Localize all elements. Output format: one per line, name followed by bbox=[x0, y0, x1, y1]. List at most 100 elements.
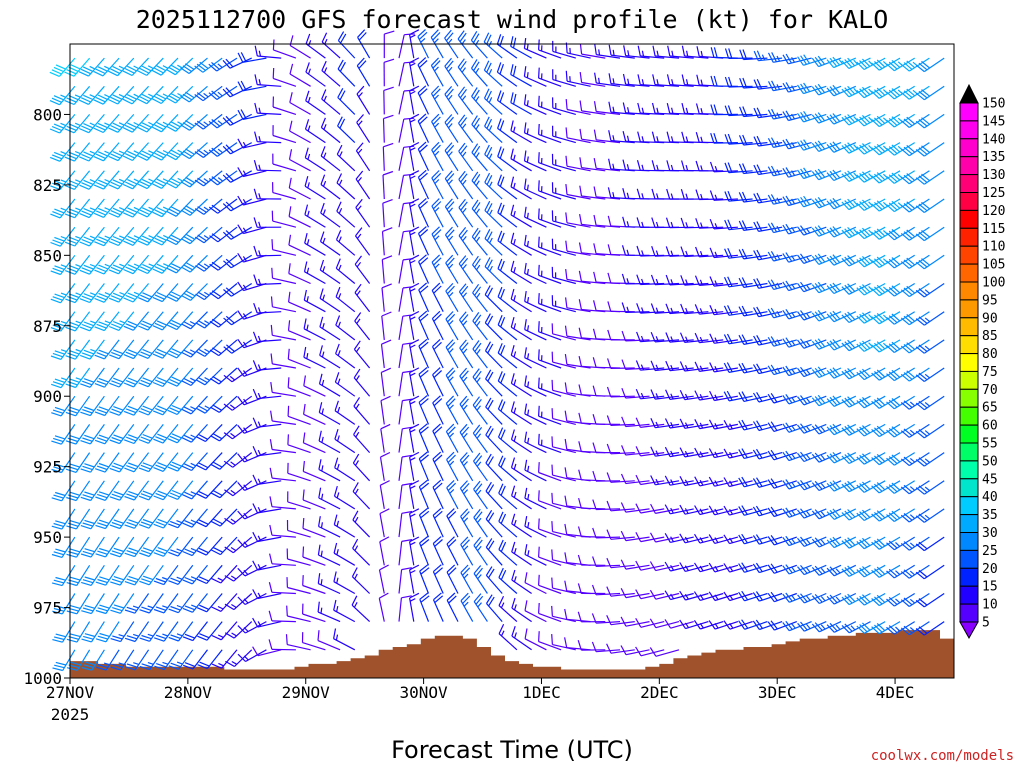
wind-barb bbox=[79, 142, 105, 162]
wind-barb bbox=[252, 560, 282, 571]
wind-barb bbox=[254, 131, 282, 144]
wind-barb bbox=[109, 339, 135, 360]
wind-barb bbox=[65, 311, 91, 332]
wind-barb bbox=[915, 452, 945, 467]
wind-barb bbox=[445, 423, 459, 453]
wind-barb bbox=[194, 85, 223, 102]
wind-barb bbox=[337, 88, 356, 115]
wind-barb bbox=[578, 355, 606, 369]
wind-barb bbox=[680, 246, 709, 258]
wind-barb bbox=[664, 533, 694, 543]
wind-barb bbox=[398, 89, 415, 115]
wind-barb bbox=[841, 226, 871, 239]
wind-barb bbox=[182, 508, 208, 528]
wind-barb bbox=[430, 29, 444, 59]
wind-barb bbox=[237, 423, 267, 434]
wind-barb bbox=[900, 564, 930, 579]
wind-barb bbox=[288, 291, 311, 313]
wind-barb bbox=[694, 390, 724, 401]
wind-barb bbox=[723, 276, 753, 288]
wind-barb bbox=[667, 45, 694, 59]
wind-barb bbox=[915, 367, 945, 382]
wind-barb bbox=[123, 198, 150, 218]
wind-barb bbox=[498, 483, 518, 510]
wind-barb bbox=[871, 395, 901, 409]
wind-barb bbox=[564, 580, 591, 595]
colorbar-tick-label: 145 bbox=[982, 114, 1005, 129]
wind-barb bbox=[551, 182, 576, 200]
wind-barb bbox=[623, 45, 650, 59]
colorbar-tick-label: 130 bbox=[982, 168, 1005, 183]
y-tick-label: 950 bbox=[33, 528, 62, 547]
wind-barb bbox=[305, 33, 326, 59]
wind-barb bbox=[303, 375, 326, 397]
wind-barb bbox=[52, 649, 76, 672]
wind-barb bbox=[579, 100, 606, 115]
wind-barb bbox=[64, 226, 91, 247]
terrain-layer bbox=[70, 630, 954, 678]
wind-barb bbox=[915, 226, 945, 242]
wind-barb bbox=[538, 349, 562, 369]
wind-barb bbox=[484, 285, 503, 313]
wind-barb bbox=[137, 85, 164, 105]
wind-barb bbox=[317, 630, 341, 651]
wind-barb bbox=[666, 131, 694, 144]
wind-barb bbox=[752, 448, 783, 460]
wind-barb bbox=[841, 113, 871, 126]
wind-barb bbox=[856, 592, 886, 606]
wind-barb bbox=[302, 489, 326, 510]
wind-barb bbox=[826, 169, 857, 182]
wind-barb bbox=[66, 649, 91, 671]
wind-barb bbox=[511, 485, 532, 510]
wind-barb bbox=[635, 532, 665, 543]
wind-barb bbox=[511, 569, 532, 594]
wind-barb bbox=[592, 470, 621, 482]
wind-barb bbox=[181, 339, 208, 358]
wind-barb bbox=[767, 137, 797, 148]
wind-barb bbox=[606, 643, 635, 654]
wind-barb bbox=[886, 282, 916, 297]
wind-barb bbox=[337, 59, 356, 87]
wind-barb bbox=[356, 57, 371, 87]
wind-barb bbox=[319, 288, 341, 313]
wind-barb bbox=[335, 315, 356, 341]
wind-barb bbox=[856, 508, 886, 522]
wind-barb bbox=[304, 232, 326, 256]
wind-barb bbox=[431, 254, 444, 284]
colorbar-swatch bbox=[959, 317, 979, 337]
wind-barb bbox=[886, 254, 916, 269]
wind-barb bbox=[398, 567, 412, 594]
wind-barb bbox=[182, 593, 208, 613]
wind-barb bbox=[381, 283, 392, 312]
wind-barb bbox=[109, 367, 135, 388]
wind-barb bbox=[483, 60, 503, 87]
wind-barb bbox=[272, 96, 297, 115]
wind-barb bbox=[498, 455, 518, 482]
wind-barb bbox=[915, 113, 945, 129]
wind-barb bbox=[237, 621, 267, 634]
wind-barb bbox=[738, 305, 768, 317]
wind-barb bbox=[181, 283, 208, 301]
wind-barb bbox=[621, 273, 650, 285]
wind-barb bbox=[811, 281, 842, 294]
wind-barb bbox=[871, 339, 901, 353]
wind-barb bbox=[152, 339, 179, 359]
wind-barb bbox=[302, 575, 326, 595]
wind-barb bbox=[209, 395, 238, 413]
wind-barb bbox=[695, 103, 724, 115]
wind-barb bbox=[110, 536, 135, 558]
wind-barb bbox=[302, 603, 326, 623]
wind-barb bbox=[272, 67, 297, 87]
wind-barb bbox=[78, 85, 105, 105]
wind-barb bbox=[95, 564, 120, 586]
wind-barb bbox=[108, 85, 135, 105]
wind-barb bbox=[470, 59, 488, 87]
wind-barb bbox=[606, 415, 635, 426]
wind-barb bbox=[166, 170, 194, 189]
wind-barb bbox=[607, 329, 635, 341]
wind-barb bbox=[664, 590, 694, 601]
wind-barb bbox=[417, 169, 430, 200]
wind-barb bbox=[738, 362, 768, 374]
wind-barb bbox=[445, 339, 459, 369]
wind-barb bbox=[551, 605, 576, 623]
